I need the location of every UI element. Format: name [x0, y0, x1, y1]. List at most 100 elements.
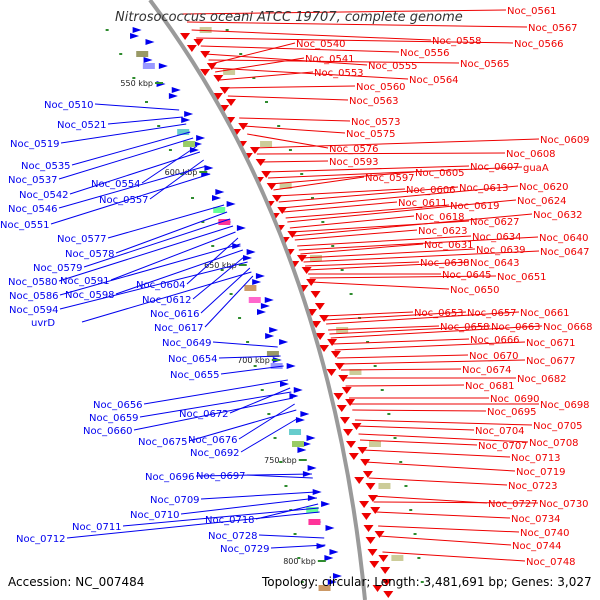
- gene-leader-line: [339, 359, 526, 365]
- feature-block: [213, 207, 226, 213]
- forward-gene-arrow: [306, 435, 316, 441]
- reverse-gene-arrow: [326, 369, 337, 376]
- gene-label: guaA: [523, 163, 549, 174]
- gene-label: Noc_0551: [0, 220, 50, 231]
- gene-label: Noc_0708: [529, 438, 579, 449]
- gene-label: Noc_0575: [346, 129, 396, 140]
- genome-backbone: [148, 0, 367, 600]
- reverse-gene-arrow: [369, 561, 380, 568]
- gene-leader-line: [276, 188, 406, 197]
- gene-leader-line: [345, 384, 465, 387]
- gene-label: Noc_0537: [8, 175, 58, 186]
- gene-leader-line: [50, 173, 211, 225]
- gene-leader-line: [110, 231, 236, 281]
- gene-leader-line: [81, 271, 252, 323]
- forward-gene-arrow: [280, 381, 290, 387]
- forward-gene-arrow: [132, 27, 142, 33]
- gene-label: Noc_0567: [528, 23, 578, 34]
- gene-leader-line: [270, 171, 415, 185]
- gene-label: Noc_0616: [150, 309, 200, 320]
- gene-label: Noc_0660: [83, 426, 133, 437]
- reverse-gene-arrow: [383, 591, 394, 598]
- gene-leader-line: [143, 379, 288, 405]
- reverse-gene-arrow: [362, 471, 373, 478]
- gene-label: Noc_0728: [208, 531, 258, 542]
- gene-label: Noc_0578: [65, 249, 115, 260]
- kbp-label: 750 kbp: [264, 456, 297, 465]
- gene-label: Noc_0668: [543, 322, 593, 333]
- gene-leader-line: [59, 261, 248, 310]
- gene-label: Noc_0557: [99, 195, 149, 206]
- gene-label: Noc_0591: [60, 276, 110, 287]
- gene-label: Noc_0696: [145, 472, 195, 483]
- forward-gene-arrow: [246, 249, 256, 255]
- forward-gene-arrow: [321, 501, 331, 507]
- feature-block: [368, 441, 381, 447]
- gene-leader-line: [133, 397, 294, 431]
- reverse-gene-arrow: [219, 87, 230, 94]
- kbp-label: 700 kbp: [237, 356, 270, 365]
- gene-leader-line: [356, 425, 475, 431]
- gene-label: Noc_0510: [44, 100, 94, 111]
- forward-gene-arrow: [293, 387, 303, 393]
- gene-label: Noc_0555: [368, 61, 418, 72]
- gene-leader-line: [69, 151, 201, 195]
- tick-dot: [239, 53, 243, 55]
- tick-dot: [399, 461, 403, 463]
- gene-leader-line: [59, 243, 241, 296]
- gene-label: Noc_0666: [470, 335, 520, 346]
- feature-block: [270, 363, 283, 369]
- gene-leader-line: [246, 474, 313, 479]
- gene-label: Noc_0612: [142, 295, 192, 306]
- reverse-gene-arrow: [266, 183, 277, 190]
- gene-label: Noc_0623: [418, 226, 468, 237]
- gene-label: Noc_0661: [520, 308, 570, 319]
- gene-leader-line: [311, 281, 450, 290]
- gene-label: Noc_0553: [314, 68, 364, 79]
- forward-gene-arrow: [232, 243, 242, 249]
- gene-label: Noc_0723: [508, 481, 558, 492]
- gene-leader-line: [372, 495, 488, 504]
- forward-gene-arrow: [130, 33, 140, 39]
- tick-dot: [277, 125, 281, 127]
- gene-leader-line: [328, 325, 440, 331]
- gene-label: Noc_0681: [465, 381, 515, 392]
- feature-block: [309, 255, 322, 261]
- forward-gene-arrow: [242, 255, 252, 261]
- reverse-gene-arrow: [330, 351, 341, 358]
- gene-label: Noc_0674: [462, 365, 512, 376]
- gene-label: Noc_0561: [507, 6, 557, 17]
- reverse-gene-arrow: [363, 525, 374, 532]
- tick-dot: [180, 173, 184, 175]
- gene-label: Noc_0608: [506, 149, 556, 160]
- gene-label: Noc_0609: [540, 135, 590, 146]
- forward-gene-arrow: [145, 39, 155, 45]
- gene-label: Noc_0707: [478, 441, 528, 452]
- gene-leader-line: [58, 137, 194, 180]
- reverse-gene-arrow: [365, 483, 376, 490]
- reverse-gene-arrow: [339, 417, 350, 424]
- gene-leader-line: [58, 225, 234, 282]
- reverse-gene-arrow: [226, 99, 237, 106]
- forward-gene-arrow: [325, 525, 335, 531]
- gene-label: Noc_0542: [19, 190, 69, 201]
- gene-label: Noc_0675: [138, 437, 188, 448]
- gene-leader-line: [239, 117, 351, 122]
- gene-leader-line: [253, 138, 540, 149]
- gene-leader-line: [373, 501, 539, 504]
- gene-label: Noc_0690: [490, 394, 540, 405]
- kbp-label: 600 kbp: [165, 168, 198, 177]
- gene-leader-line: [60, 123, 187, 144]
- gene-leader-line: [362, 449, 511, 458]
- gene-label: Noc_0620: [519, 182, 569, 193]
- gene-leader-line: [149, 159, 204, 200]
- forward-gene-arrow: [189, 147, 199, 153]
- gene-leader-line: [375, 511, 511, 519]
- gene-leader-line: [278, 186, 459, 203]
- forward-gene-arrow: [212, 195, 222, 201]
- reverse-gene-arrow: [381, 579, 392, 586]
- tick-dot: [267, 413, 271, 415]
- feature-block: [266, 351, 279, 357]
- gene-label: Noc_0566: [514, 39, 564, 50]
- tick-dot: [252, 77, 256, 79]
